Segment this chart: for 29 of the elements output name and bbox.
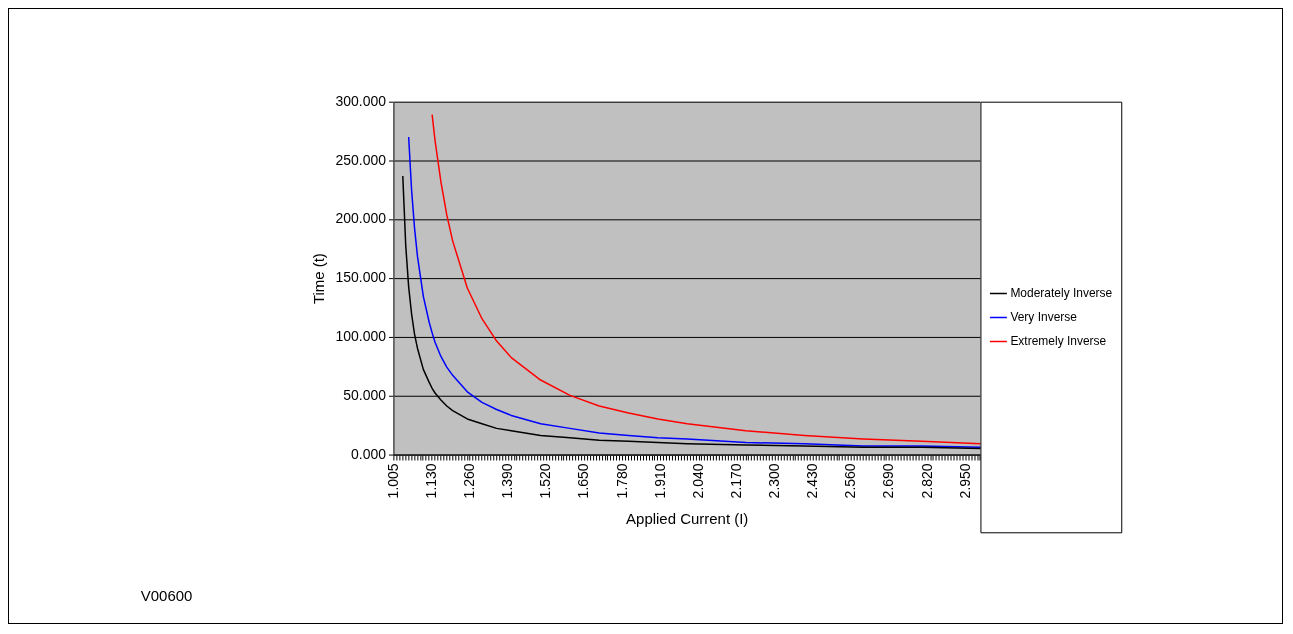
y-axis-title: Time (t) — [309, 253, 327, 305]
legend-label: Extremely Inverse — [1010, 333, 1107, 348]
legend-label: Very Inverse — [1010, 309, 1078, 324]
x-tick-label: 1.910 — [651, 463, 668, 499]
y-tick-label: 50.000 — [343, 387, 387, 404]
x-tick-label: 2.950 — [956, 463, 973, 499]
x-tick-label: 2.690 — [880, 463, 897, 499]
legend-label: Moderately Inverse — [1010, 285, 1113, 300]
x-tick-label: 2.300 — [766, 463, 783, 499]
x-tick-label: 1.520 — [537, 463, 554, 499]
x-tick-label: 1.390 — [499, 463, 516, 499]
x-tick-label: 1.005 — [384, 463, 401, 499]
y-tick-label: 300.000 — [335, 92, 387, 109]
x-tick-label: 1.260 — [461, 463, 478, 499]
x-tick-label: 1.130 — [422, 463, 439, 499]
y-tick-label: 250.000 — [335, 151, 387, 168]
x-tick-label: 2.560 — [842, 463, 859, 499]
x-axis-title: Applied Current (I) — [626, 510, 749, 528]
x-tick-label: 2.430 — [804, 463, 821, 499]
y-tick-label: 200.000 — [335, 210, 387, 227]
y-tick-label: 150.000 — [335, 269, 387, 286]
text: V00600 — [140, 587, 193, 605]
x-tick-label: 2.040 — [689, 463, 706, 499]
x-tick-label: 1.650 — [575, 463, 592, 499]
y-tick-label: 0.000 — [351, 446, 387, 463]
y-tick-label: 100.000 — [335, 328, 387, 345]
x-tick-label: 2.170 — [727, 463, 744, 499]
x-tick-label: 2.820 — [918, 463, 935, 499]
x-tick-label: 1.780 — [613, 463, 630, 499]
